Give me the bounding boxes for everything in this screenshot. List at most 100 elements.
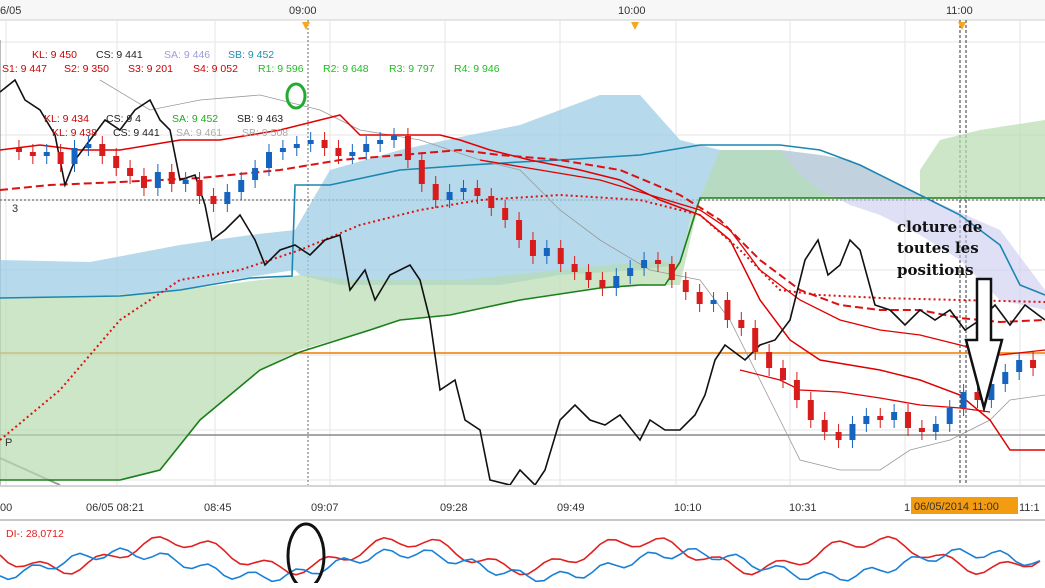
candle-body [696, 292, 703, 304]
legend-cs: CS: 9 441 [96, 49, 143, 61]
di-plus-line [0, 547, 1041, 583]
di-minus-line [0, 535, 1041, 576]
candle-body [127, 168, 134, 176]
candle-body [502, 208, 509, 220]
candle-body [877, 416, 884, 420]
candle-body [168, 172, 175, 184]
candle-body [363, 144, 370, 152]
candle-body [668, 264, 675, 280]
candle-body [182, 180, 189, 184]
candle-body [641, 260, 648, 268]
top-axis: 6/05 09:00 10:00 11:00 [0, 5, 973, 30]
bottom-axis-label: 09:07 [311, 502, 339, 514]
candle-body [196, 180, 203, 196]
legend-sa-2: SA: 9 452 [172, 113, 218, 125]
legend-kl: KL: 9 450 [32, 49, 77, 61]
candle-body [154, 172, 161, 188]
candle-body [918, 428, 925, 432]
candlesticks [15, 128, 1037, 448]
candle-body [488, 196, 495, 208]
candle-body [891, 412, 898, 420]
candle-body [905, 412, 912, 428]
cloud-bear-area [0, 95, 920, 298]
candle-body [391, 136, 398, 140]
dashed-red-line [0, 148, 1045, 324]
candle-body [293, 144, 300, 148]
cursor-time-label: 06/05/2014 11:00 [914, 501, 999, 513]
candle-body [835, 432, 842, 440]
highlight-circle [285, 82, 307, 110]
legend-r2: R2: 9 648 [323, 63, 369, 75]
legend-cs-2: CS: 9 4 [106, 113, 141, 125]
legend-sb-2: SB: 9 463 [237, 113, 283, 125]
candle-body [460, 188, 467, 192]
legend-cs-3: CS: 9 441 [113, 127, 160, 139]
legend-kl-2: KL: 9 434 [44, 113, 89, 125]
candle-body [821, 420, 828, 432]
candle-body [418, 160, 425, 184]
candle-body [71, 148, 78, 164]
candle-body [15, 148, 22, 152]
bottom-axis-label: 09:49 [557, 502, 585, 514]
candle-body [682, 280, 689, 292]
candle-body [43, 152, 50, 156]
legend-sb-3: SB: 9 508 [242, 127, 288, 139]
di-minus-label: DI-: 28,0712 [6, 528, 64, 540]
candle-body [724, 300, 731, 320]
legend-s1: S1: 9 447 [2, 63, 47, 75]
candle-body [266, 152, 272, 168]
top-axis-label: 11:00 [946, 5, 973, 17]
candle-body [516, 220, 523, 240]
top-axis-label: 09:00 [289, 5, 317, 17]
annotation-line-2: toutes les [897, 239, 979, 257]
kijun-line [0, 114, 1045, 451]
candle-body [613, 276, 620, 288]
bottom-axis-label: 10:31 [789, 502, 817, 514]
time-marker-icon [631, 22, 639, 30]
legend-kl-3: KL: 9 438 [52, 127, 97, 139]
candle-body [99, 144, 106, 156]
bottom-axis-area [0, 485, 1045, 517]
pivot-label: P [5, 437, 12, 449]
candle-body [432, 184, 439, 200]
highlight-ellipse [286, 522, 326, 588]
bottom-axis-label: 09:28 [440, 502, 468, 514]
di-indicator-pane [0, 535, 1041, 583]
candle-body [766, 352, 773, 368]
candle-body [543, 248, 550, 256]
legend-sa-3: SA: 9 461 [176, 127, 222, 139]
candle-body [849, 424, 856, 440]
bottom-axis-label: 08:45 [204, 502, 232, 514]
candle-body [474, 188, 481, 196]
candle-body [863, 416, 870, 424]
candle-body [210, 196, 217, 204]
candle-body [807, 400, 814, 420]
legend-s3: S3: 9 201 [128, 63, 173, 75]
candle-body [557, 248, 564, 264]
candle-body [377, 140, 384, 144]
candle-body [654, 260, 661, 264]
candle-body [113, 156, 120, 168]
chikou-line [0, 78, 1045, 487]
annotation-line-3: positions [897, 261, 974, 279]
candle-body [571, 264, 578, 272]
kijun-secondary-line [479, 159, 1045, 356]
bottom-axis-label: 11:1 [1019, 502, 1040, 514]
legend-s4: S4: 9 052 [193, 63, 238, 75]
candle-body [252, 168, 259, 180]
bottom-axis-label: 06/05 08:21 [86, 502, 144, 514]
candle-body [752, 328, 759, 352]
legend-sb: SB: 9 452 [228, 49, 274, 61]
dotted-red-line [0, 193, 1045, 441]
legend-sa: SA: 9 446 [164, 49, 210, 61]
candle-body [321, 140, 328, 148]
candle-body [29, 152, 36, 156]
gray-thin-line [99, 79, 1045, 471]
candle-body [404, 136, 411, 160]
candle-body [946, 408, 953, 424]
candle-body [529, 240, 536, 256]
candle-body [599, 280, 606, 288]
candle-body [1016, 360, 1023, 372]
